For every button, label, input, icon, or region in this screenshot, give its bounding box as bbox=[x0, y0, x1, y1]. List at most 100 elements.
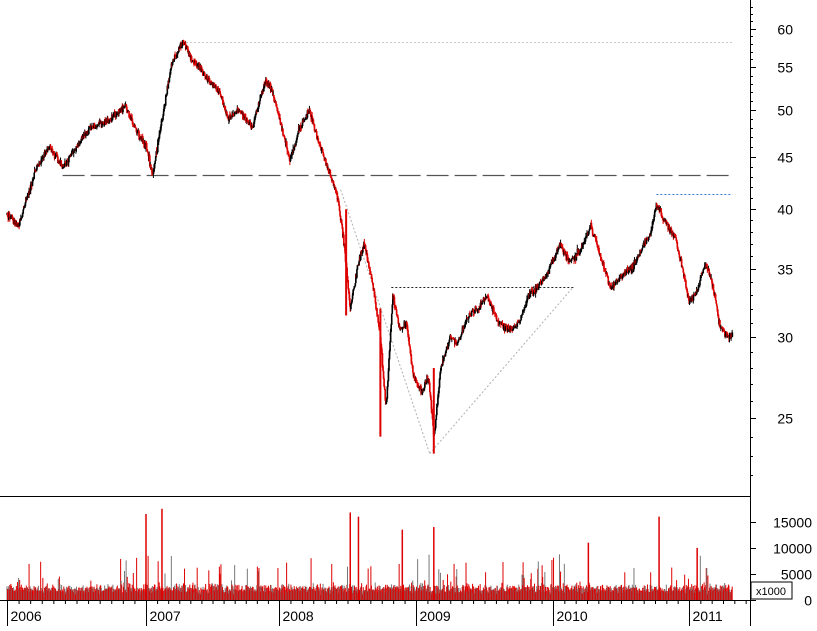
x-tick-label: 2011 bbox=[693, 608, 723, 624]
candle-body bbox=[725, 332, 727, 335]
candle-body bbox=[498, 323, 501, 325]
candle-body bbox=[482, 300, 484, 303]
candle-body bbox=[596, 244, 599, 248]
candle-body bbox=[167, 80, 170, 89]
candle-body bbox=[573, 255, 576, 260]
candle-body bbox=[239, 110, 241, 112]
candle-body bbox=[341, 223, 344, 228]
candle-body bbox=[470, 311, 473, 317]
candle-body bbox=[301, 120, 304, 127]
candle-body bbox=[392, 295, 394, 305]
candle-body bbox=[279, 118, 282, 123]
candle-body bbox=[578, 249, 580, 255]
candle-body bbox=[426, 375, 429, 380]
candle-body bbox=[438, 387, 440, 394]
candle-body bbox=[151, 167, 153, 173]
candle-body bbox=[436, 407, 438, 416]
candle-body bbox=[154, 161, 156, 164]
candle-body bbox=[145, 142, 148, 150]
candle-body bbox=[686, 291, 689, 296]
candle-body bbox=[313, 124, 316, 131]
candle-body bbox=[339, 210, 341, 216]
volume-unit-box bbox=[750, 581, 793, 600]
candle-body bbox=[460, 334, 463, 337]
candle-body bbox=[26, 197, 28, 201]
candle-body bbox=[408, 337, 410, 345]
candle-body bbox=[487, 295, 490, 302]
candle-body bbox=[721, 327, 724, 331]
candle-body bbox=[676, 241, 679, 248]
candle-body bbox=[506, 326, 508, 330]
candle-body bbox=[325, 158, 327, 165]
candle-body bbox=[661, 216, 664, 219]
candle-body bbox=[296, 137, 298, 140]
candle-body bbox=[389, 331, 392, 343]
candle-body bbox=[352, 288, 355, 291]
candle-body bbox=[125, 104, 128, 107]
candle-body bbox=[143, 140, 145, 145]
candle-body bbox=[57, 156, 59, 163]
y-tick-label: 40 bbox=[777, 202, 793, 218]
candle-body bbox=[435, 415, 438, 420]
candle-body bbox=[150, 164, 152, 170]
candle-body bbox=[322, 154, 325, 158]
candle-body bbox=[295, 141, 297, 146]
candle-body bbox=[380, 344, 383, 349]
x-tick-label: 2007 bbox=[150, 608, 181, 624]
x-tick-label: 2006 bbox=[11, 608, 42, 624]
candle-body bbox=[464, 323, 467, 326]
candle-body bbox=[71, 152, 74, 154]
candle-body bbox=[157, 143, 159, 153]
candle-body bbox=[342, 227, 344, 237]
candle-body bbox=[444, 353, 447, 357]
candle-body bbox=[458, 338, 460, 340]
candle-body bbox=[723, 329, 726, 331]
candle-body bbox=[632, 263, 634, 270]
candle-body bbox=[553, 258, 556, 262]
candle-body bbox=[132, 124, 135, 126]
candle-body bbox=[350, 304, 352, 310]
y-tick-label: 35 bbox=[777, 262, 793, 278]
candle-body bbox=[622, 274, 624, 279]
candle-body bbox=[54, 154, 57, 158]
candle-body bbox=[371, 282, 374, 284]
candle-body bbox=[369, 267, 371, 272]
candle-body bbox=[273, 95, 275, 99]
candle-body bbox=[149, 155, 151, 166]
candle-body bbox=[348, 291, 351, 299]
y-tick-label: 45 bbox=[777, 150, 793, 166]
candle-body bbox=[111, 114, 113, 122]
trend-line bbox=[429, 286, 574, 454]
candle-body bbox=[286, 147, 289, 151]
candle-body bbox=[450, 335, 452, 338]
candle-body bbox=[249, 122, 252, 127]
candle-body bbox=[387, 381, 389, 387]
candle-body bbox=[403, 322, 406, 328]
candle-body bbox=[286, 141, 288, 148]
candle-body bbox=[154, 157, 157, 162]
candle-body bbox=[283, 134, 285, 137]
candle-body bbox=[327, 167, 330, 173]
candle-body bbox=[269, 83, 272, 92]
candle-body bbox=[713, 290, 715, 295]
candle-body bbox=[134, 126, 137, 129]
candle-body bbox=[499, 323, 501, 325]
candle-body bbox=[116, 112, 118, 116]
candle-body bbox=[651, 222, 654, 229]
candle-body bbox=[562, 247, 564, 250]
candle-body bbox=[200, 68, 203, 73]
candle-body bbox=[657, 206, 660, 209]
candle-body bbox=[318, 141, 320, 143]
candle-body bbox=[406, 322, 408, 325]
candle-body bbox=[470, 316, 472, 317]
candle-body bbox=[548, 267, 551, 274]
candle-body bbox=[407, 329, 409, 335]
candle-body bbox=[277, 111, 279, 113]
candle-body bbox=[278, 113, 280, 119]
candle-body bbox=[306, 111, 309, 118]
candle-body bbox=[208, 78, 211, 82]
candle-body bbox=[275, 101, 277, 105]
candle-body bbox=[431, 412, 434, 419]
candle-body bbox=[590, 222, 593, 229]
